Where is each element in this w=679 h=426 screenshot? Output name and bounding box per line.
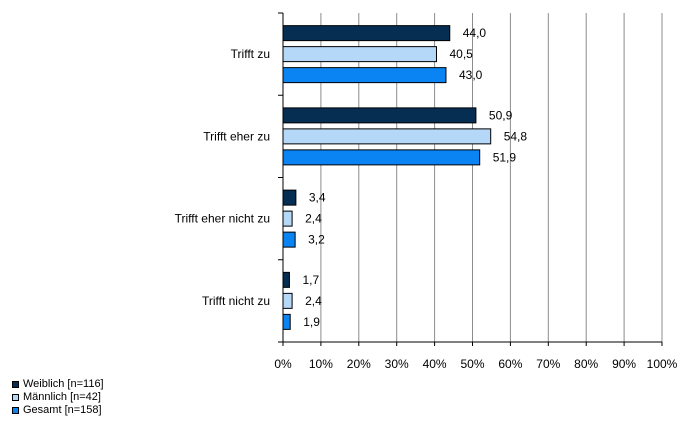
legend-label: Männlich [n=42] (23, 391, 101, 403)
bar (282, 271, 290, 288)
bar (282, 107, 477, 124)
x-tick-label: 50% (460, 357, 484, 371)
category-label: Trifft eher zu (203, 129, 270, 143)
bar (282, 128, 492, 145)
legend-label: Weiblich [n=116] (23, 378, 104, 390)
bar (282, 67, 447, 84)
x-tick-label: 80% (574, 357, 598, 371)
bar (282, 210, 293, 227)
bar (282, 231, 296, 248)
x-tick-label: 90% (612, 357, 636, 371)
bars (282, 25, 492, 330)
category-labels: Trifft zu Trifft eher zu Trifft eher nicht… (175, 47, 270, 308)
bar (282, 313, 291, 330)
x-tick-label: 0% (274, 357, 292, 371)
x-tick-label: 100% (647, 357, 678, 371)
data-label: 43,0 (459, 68, 483, 82)
legend-swatch (12, 407, 19, 414)
bar (282, 46, 437, 63)
bar (282, 292, 293, 309)
category-label: Trifft nicht zu (202, 294, 270, 308)
x-tick-label: 70% (536, 357, 560, 371)
data-label: 3,4 (309, 191, 326, 205)
bar (282, 189, 297, 206)
legend: Weiblich [n=116] Männlich [n=42] Gesamt [n… (12, 378, 104, 417)
x-tick-label: 30% (385, 357, 409, 371)
x-tick-label: 10% (309, 357, 333, 371)
data-label: 50,9 (489, 108, 513, 122)
data-label: 2,4 (305, 212, 322, 226)
data-label: 44,0 (463, 26, 487, 40)
data-label: 3,2 (308, 233, 325, 247)
data-label: 2,4 (305, 294, 322, 308)
bar (282, 149, 481, 166)
legend-item: Weiblich [n=116] (12, 378, 104, 391)
data-label: 40,5 (449, 47, 473, 61)
legend-item: Männlich [n=42] (12, 391, 104, 404)
data-label: 54,8 (504, 129, 528, 143)
data-label: 1,7 (302, 273, 319, 287)
grid-lines (320, 13, 663, 342)
legend-swatch (12, 394, 19, 401)
axes (278, 12, 663, 346)
category-label: Trifft zu (231, 47, 270, 61)
legend-swatch (12, 381, 19, 388)
x-tick-labels: 0% 10% 20% 30% 40% 50% 60% 70% 80% 90% 100% (274, 357, 677, 371)
x-tick-label: 40% (423, 357, 447, 371)
x-tick-label: 60% (498, 357, 522, 371)
bar (282, 25, 451, 42)
category-label: Trifft eher nicht zu (175, 212, 270, 226)
data-label: 1,9 (303, 315, 320, 329)
legend-label: Gesamt [n=158] (23, 404, 102, 416)
legend-item: Gesamt [n=158] (12, 404, 104, 417)
data-labels: 44,0 40,5 43,0 50,9 54,8 51,9 3,4 2,4 3,2 1,7 2,4 1… (302, 26, 527, 329)
data-label: 51,9 (493, 150, 517, 164)
x-tick-label: 20% (347, 357, 371, 371)
